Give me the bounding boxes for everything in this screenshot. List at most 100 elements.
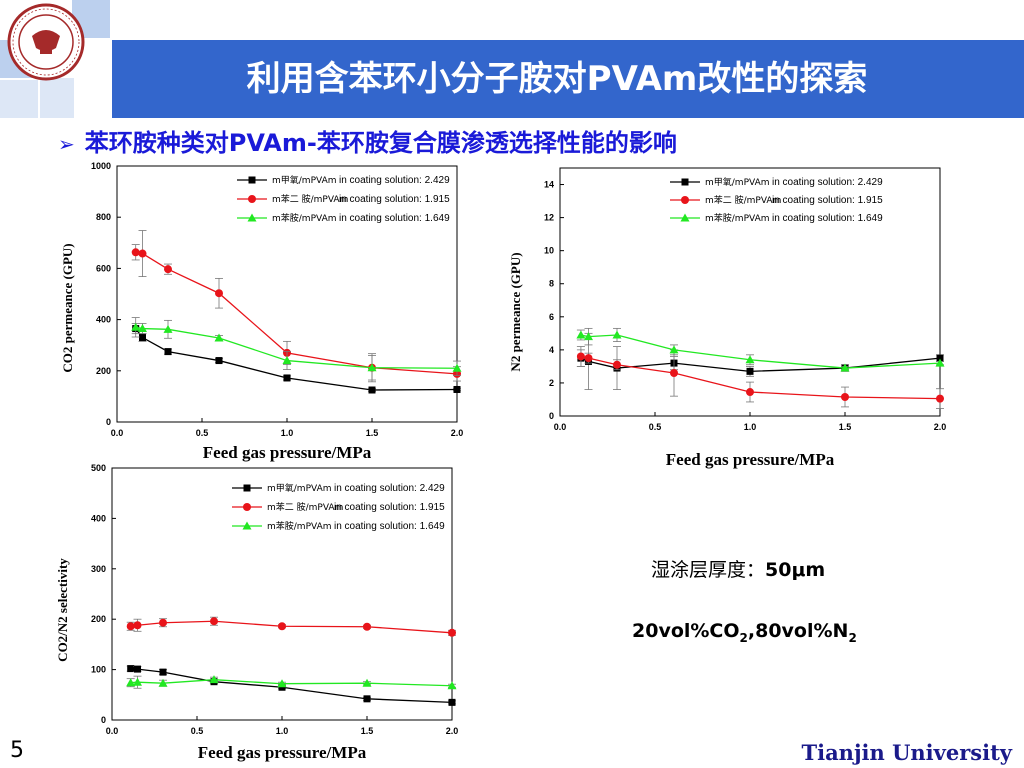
legend-marker [243,503,251,511]
x-tick-label: 1.5 [366,428,379,438]
page-title: 利用含苯环小分子胺对PVAm改性的探索 [246,59,868,99]
data-point [363,695,371,703]
x-tick-label: 1.0 [281,428,294,438]
legend-series-name: m甲氧/mPVAm [272,174,337,186]
data-point [448,698,456,706]
x-tick-label: 0.5 [191,726,204,736]
data-point [670,369,678,378]
decor-square [40,78,74,118]
data-point [584,354,593,363]
y-axis-label: N2 permeance (GPU) [508,252,523,371]
y-tick-label: 400 [91,513,106,523]
data-point [576,352,585,361]
data-point [131,322,141,331]
y-tick-label: 200 [91,614,106,624]
data-point [139,334,146,342]
data-point [936,394,944,403]
data-point [283,374,291,382]
data-point [840,363,850,372]
y-tick-label: 14 [544,180,554,190]
legend-note: in coating solution: 2.429 [339,175,450,186]
y-tick-label: 400 [96,315,111,325]
legend-note: in coating solution: 1.649 [339,213,450,224]
y-tick-label: 0 [549,411,554,421]
data-point [134,665,141,673]
x-tick-label: 1.5 [361,726,374,736]
x-tick-label: 1.0 [276,726,289,736]
data-point [158,678,168,687]
data-point [131,248,140,257]
legend-marker [680,213,690,222]
y-tick-label: 1000 [91,161,111,171]
data-point [215,357,223,365]
thickness-label: 湿涂层厚度： [651,559,766,581]
data-point [215,289,223,298]
y-tick-label: 300 [91,564,106,574]
data-point [448,628,456,637]
series-line [130,667,453,704]
series-line [135,328,458,391]
legend-series-name: m苯胺/mPVAm [272,212,337,224]
tianjin-university-seal-icon [7,3,85,81]
data-point [612,330,622,339]
legend-marker [248,195,256,203]
data-point [363,622,371,631]
x-tick-label: 1.0 [744,422,757,432]
legend-series-name: m苯二 胺/mPVAm [705,194,781,206]
data-point [745,355,755,364]
data-point [367,363,377,372]
data-point [126,622,135,631]
title-bar [112,40,1024,118]
y-tick-label: 600 [96,263,111,273]
data-point [278,622,286,631]
footer-brand: Tianjin University [801,740,1012,765]
y-tick-label: 2 [549,378,554,388]
x-tick-label: 2.0 [451,428,464,438]
data-point [613,360,621,369]
y-tick-label: 12 [544,213,554,223]
data-point [210,617,218,626]
data-point [452,363,462,372]
y-tick-label: 800 [96,212,111,222]
data-point [576,330,586,339]
data-point [133,621,142,630]
x-tick-label: 2.0 [934,422,947,432]
legend-note: in coating solution: 1.915 [339,194,450,205]
data-point [362,678,372,687]
series-line [135,326,458,369]
subtitle-text: 苯环胺种类对PVAm-苯环胺复合膜渗透选择性能的影响 [84,129,677,157]
y-tick-label: 500 [91,463,106,473]
legend-series-name: m苯胺/mPVAm [705,212,770,224]
gas-sub: 2 [739,630,748,645]
data-point [159,618,167,627]
legend-marker [242,521,252,530]
series-line [135,251,458,375]
data-point [127,665,135,673]
data-point [133,677,142,686]
thickness-value: 50μm [765,559,826,581]
legend-series-name: m甲氧/mPVAm [267,482,332,494]
y-tick-label: 8 [549,279,554,289]
y-tick-label: 0 [101,715,106,725]
x-tick-label: 0.0 [106,726,119,736]
legend-note: in coating solution: 1.915 [772,195,883,206]
y-tick-label: 0 [106,417,111,427]
y-tick-label: 200 [96,366,111,376]
legend-marker [243,484,251,492]
legend-note: in coating solution: 1.649 [334,521,445,532]
data-point [138,324,147,333]
x-tick-label: 0.0 [554,422,567,432]
series-line [580,355,941,400]
data-point [138,249,147,258]
legend-series-name: m甲氧/mPVAm [705,176,770,188]
data-point [669,345,679,354]
data-point [126,678,136,687]
data-point [936,354,944,362]
data-point [935,358,945,367]
decor-square [0,80,38,118]
series-line [580,334,941,369]
x-tick-label: 0.5 [649,422,662,432]
legend-note: in coating solution: 1.649 [772,213,883,224]
feed-gas-composition: 20vol%CO2,80vol%N2 [632,620,857,645]
legend-note: in coating solution: 1.915 [334,502,445,513]
